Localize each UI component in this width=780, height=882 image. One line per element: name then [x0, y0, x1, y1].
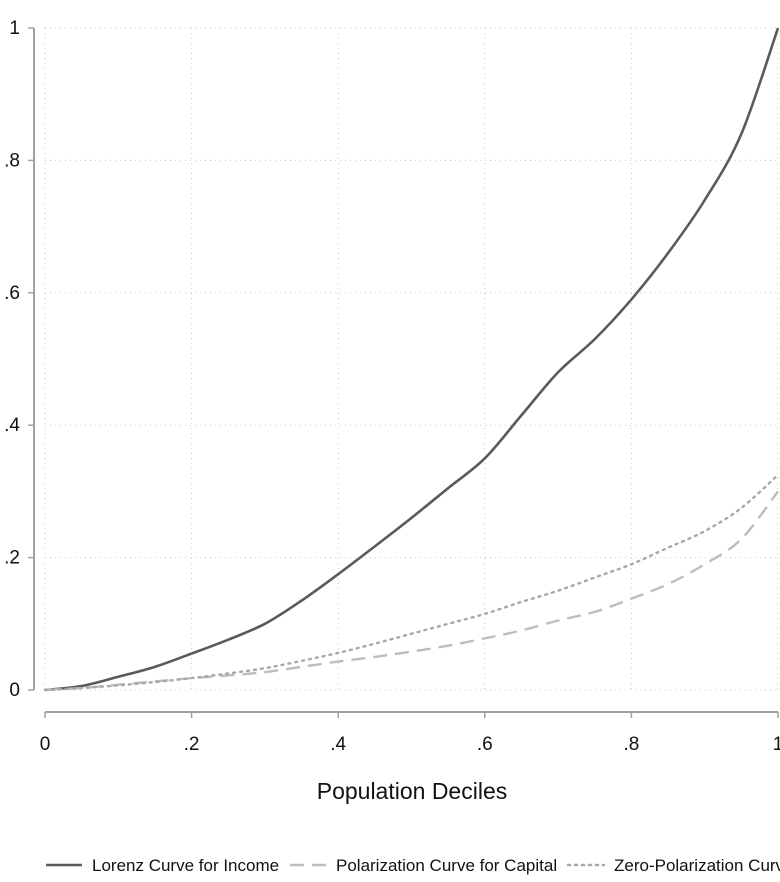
grid-lines — [44, 27, 779, 691]
tick-labels: 0 .2 .4 .6 .8 1 0 .2 .4 .6 .8 1 — [4, 18, 780, 755]
legend-label-0: Lorenz Curve for Income — [92, 856, 279, 875]
series-line-2 — [43, 473, 780, 692]
x-tick-label-4: .8 — [623, 734, 639, 755]
y-tick-label-5: 1 — [9, 18, 20, 39]
y-tick-label-3: .6 — [4, 283, 20, 304]
y-tick-label-0: 0 — [9, 680, 20, 701]
series-line-1 — [44, 490, 779, 692]
x-tick-label-3: .6 — [477, 734, 493, 755]
x-tick-label-2: .4 — [330, 734, 346, 755]
x-tick-label-0: 0 — [40, 734, 51, 755]
x-tick-label-5: 1 — [773, 734, 780, 755]
axes — [28, 27, 779, 718]
legend-label-1: Polarization Curve for Capital — [336, 856, 557, 875]
y-tick-label-1: .2 — [4, 548, 20, 569]
series-lines — [43, 27, 780, 692]
y-tick-label-4: .8 — [4, 150, 20, 171]
legend-label-2: Zero-Polarization Curve — [614, 856, 780, 875]
series-line-0 — [44, 27, 780, 692]
x-axis-title: Population Deciles — [317, 778, 508, 804]
y-tick-label-2: .4 — [4, 415, 20, 436]
legend: Lorenz Curve for Income Polarization Curv… — [46, 856, 780, 875]
x-tick-label-1: .2 — [184, 734, 200, 755]
